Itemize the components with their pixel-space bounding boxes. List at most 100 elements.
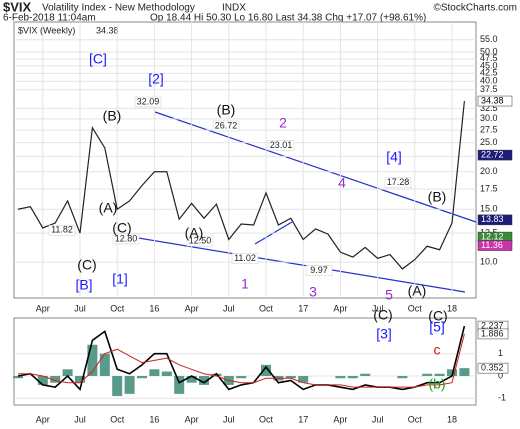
price-label-box bbox=[186, 235, 214, 247]
x-tick-label: Oct bbox=[110, 414, 125, 424]
price-tag-label: 13.83 bbox=[481, 214, 504, 224]
histogram-bar bbox=[87, 344, 98, 376]
wave-label: (b) bbox=[428, 376, 445, 392]
x-tick-label: Apr bbox=[333, 303, 347, 313]
macd-panel bbox=[13, 317, 477, 406]
price-tag-label: 11.36 bbox=[481, 240, 503, 250]
wave-label: 5 bbox=[385, 287, 393, 303]
histogram-bar bbox=[174, 376, 185, 394]
price-panel bbox=[13, 21, 477, 299]
y-tick-label: -1 bbox=[498, 393, 506, 403]
x-tick-label: Apr bbox=[185, 414, 199, 424]
y-tick-label: 27.5 bbox=[480, 125, 498, 135]
histogram-bar bbox=[161, 371, 172, 376]
price-label: 11.02 bbox=[234, 253, 256, 263]
wave-label: (C) bbox=[77, 257, 96, 273]
y-tick-label: 1 bbox=[498, 348, 503, 358]
wave-label: [2] bbox=[148, 71, 164, 87]
histogram-bar bbox=[13, 376, 23, 379]
x-tick-label: 16 bbox=[149, 414, 159, 424]
trend-line bbox=[119, 234, 466, 293]
price-label-box bbox=[231, 253, 259, 264]
histogram-bar bbox=[397, 376, 408, 379]
histogram-bar bbox=[62, 369, 73, 376]
y-tick-label: 17.5 bbox=[480, 184, 498, 194]
price-label-box bbox=[112, 233, 140, 245]
y-tick-label: 42.5 bbox=[480, 68, 498, 78]
price-tag bbox=[477, 95, 513, 107]
wave-label: (C) bbox=[373, 307, 392, 323]
wave-label: [5] bbox=[429, 319, 445, 335]
histogram-bar bbox=[99, 353, 110, 376]
wave-label: 4 bbox=[338, 175, 346, 191]
histogram-bar bbox=[50, 376, 61, 383]
wave-label: 3 bbox=[309, 284, 317, 300]
price-label: 11.82 bbox=[51, 225, 73, 235]
y-tick-label: 20.0 bbox=[480, 166, 498, 176]
x-tick-label: 17 bbox=[298, 303, 308, 313]
wave-label: 2 bbox=[279, 115, 287, 131]
y-tick-label: 32.5 bbox=[480, 103, 498, 113]
wave-label: (B) bbox=[103, 108, 122, 124]
price-label: 12.50 bbox=[189, 235, 212, 245]
value-tag bbox=[477, 362, 509, 374]
x-tick-label: Jul bbox=[223, 414, 235, 424]
x-tick-label: Apr bbox=[185, 303, 199, 313]
histogram-bar bbox=[335, 376, 346, 379]
y-tick-label: 37.5 bbox=[480, 84, 498, 94]
wave-label: (C) bbox=[428, 308, 447, 324]
x-tick-label: Oct bbox=[110, 303, 125, 313]
price-label-box bbox=[267, 140, 295, 151]
value-tag-label: 0.352 bbox=[481, 363, 504, 373]
x-tick-label: Jul bbox=[372, 303, 384, 313]
histogram-bar bbox=[459, 368, 470, 376]
histogram-bar bbox=[124, 376, 135, 394]
price-label: 9.97 bbox=[310, 265, 328, 275]
x-tick-label: Oct bbox=[408, 414, 423, 424]
y-tick-label: 10.0 bbox=[480, 257, 498, 267]
price-label: 12.80 bbox=[115, 233, 138, 243]
wave-label: (B) bbox=[428, 189, 447, 205]
wave-label: (A) bbox=[408, 283, 427, 299]
date: 6-Feb-2018 11:04am bbox=[3, 13, 96, 24]
y-tick-label: 25.0 bbox=[480, 137, 498, 147]
wave-label: (B) bbox=[217, 102, 236, 118]
title: Volatility Index - New Methodology bbox=[42, 3, 195, 14]
wave-label: (C) bbox=[112, 220, 131, 236]
exchange: INDX bbox=[222, 3, 246, 14]
wave-label: [4] bbox=[386, 149, 402, 165]
price-label-box bbox=[48, 225, 76, 236]
price-label: 17.28 bbox=[387, 177, 410, 187]
value-tag bbox=[477, 328, 509, 340]
credit: ©StockCharts.com bbox=[433, 3, 517, 14]
legend: $VIX (Weekly) bbox=[18, 25, 75, 35]
price-line bbox=[17, 100, 465, 270]
histogram-bar bbox=[186, 376, 197, 383]
x-tick-label: Jul bbox=[74, 414, 86, 424]
wave-label: [1] bbox=[112, 271, 128, 287]
legend-value: 34.38 bbox=[96, 25, 119, 35]
x-tick-label: Oct bbox=[408, 303, 423, 313]
price-label-box bbox=[212, 120, 240, 132]
histogram-bar bbox=[137, 376, 147, 379]
histogram-bar bbox=[75, 376, 85, 383]
wave-label: (A) bbox=[185, 225, 204, 241]
x-tick-label: Oct bbox=[259, 303, 274, 313]
histogram-bar bbox=[434, 373, 445, 376]
price-tag-label: 12.12 bbox=[481, 231, 504, 241]
x-tick-label: 17 bbox=[298, 414, 308, 424]
histogram-bar bbox=[261, 364, 271, 376]
histogram-bar bbox=[285, 376, 296, 379]
wave-label: [3] bbox=[376, 326, 392, 342]
price-label: 23.01 bbox=[270, 140, 293, 150]
histogram-bar bbox=[37, 376, 48, 385]
y-tick-label: 55.0 bbox=[480, 34, 498, 44]
histogram-bar bbox=[199, 376, 209, 385]
price-tag bbox=[477, 240, 513, 251]
histogram-bar bbox=[236, 376, 247, 379]
wave-label: (A) bbox=[99, 200, 118, 216]
x-tick-label: Apr bbox=[36, 303, 50, 313]
value-tag-label: 2.237 bbox=[481, 320, 504, 330]
price-tag bbox=[477, 149, 513, 161]
